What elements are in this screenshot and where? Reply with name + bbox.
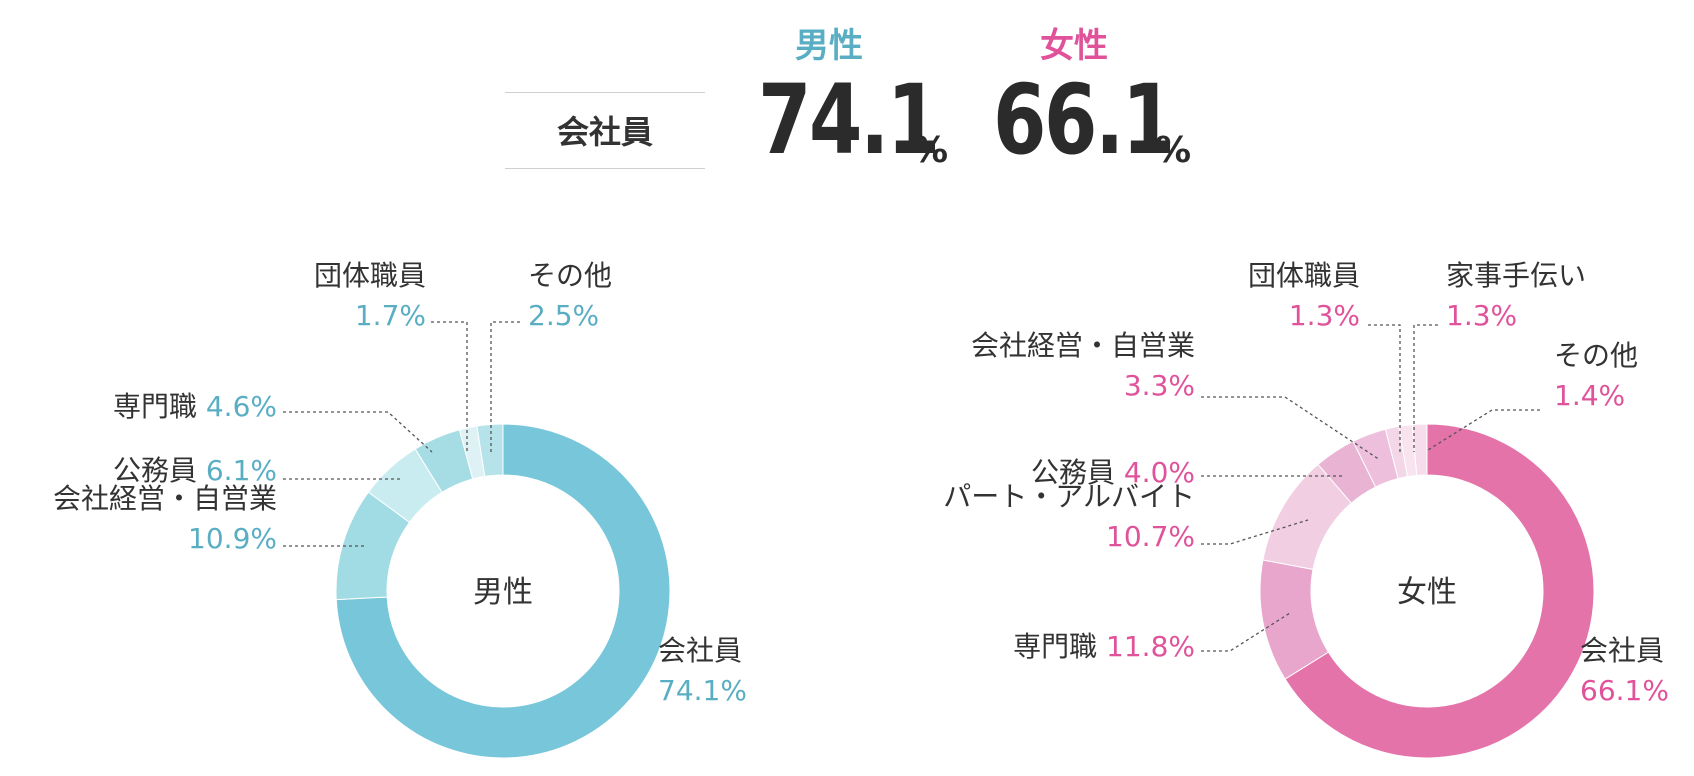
donut-1-label-name-4: 会社経営・自営業 xyxy=(971,329,1195,362)
donut-0-label-value-4: 1.7% xyxy=(355,299,426,332)
donut-1-label-value-4: 3.3% xyxy=(1124,369,1195,402)
donut-0-label-name-1: 会社経営・自営業 xyxy=(53,482,277,515)
donut-0-label-3: 専門職 4.6% xyxy=(113,390,277,423)
donut-1-leader-5 xyxy=(1368,324,1401,452)
summary-top-rule xyxy=(505,92,705,93)
donut-1-leader-4 xyxy=(1201,396,1381,461)
donut-1-label-name-5: 団体職員 xyxy=(1248,259,1360,292)
donut-0-slice-5 xyxy=(476,423,504,478)
summary-bottom-rule xyxy=(505,168,705,169)
male-big-value: 74.1 xyxy=(758,64,940,176)
donut-1-label-value-0: 66.1% xyxy=(1580,674,1669,707)
donut-1-label-1: 専門職 11.8% xyxy=(1013,630,1195,663)
summary-category-label: 会社員 xyxy=(556,113,653,151)
male-percent-sign: % xyxy=(912,130,949,171)
female-percent-sign: % xyxy=(1155,130,1192,171)
donut-1-slice-0 xyxy=(1284,423,1595,759)
donut-0-label-value-1: 10.9% xyxy=(188,522,277,555)
donut-1-label-3: 公務員 4.0% xyxy=(1031,456,1195,489)
female-big-value: 66.1 xyxy=(993,64,1175,176)
donut-0-label-value-0: 74.1% xyxy=(658,674,747,707)
donut-1-leader-7 xyxy=(1427,409,1540,451)
donut-1-label-value-6: 1.3% xyxy=(1446,299,1517,332)
donut-1-center-label: 女性 xyxy=(1397,575,1457,610)
donut-0-label-name-4: 団体職員 xyxy=(314,259,426,292)
donut-1-leader-6 xyxy=(1413,324,1438,452)
donut-1-label-value-2: 10.7% xyxy=(1106,520,1195,553)
donut-0-leader-4 xyxy=(431,321,468,452)
male-heading: 男性 xyxy=(795,26,863,66)
donut-1-label-name-7: その他 xyxy=(1554,339,1638,372)
donut-1-label-name-0: 会社員 xyxy=(1580,634,1664,667)
donut-0-label-value-5: 2.5% xyxy=(528,299,599,332)
donut-0-label-2: 公務員 6.1% xyxy=(113,454,277,487)
donut-0-center-label: 男性 xyxy=(473,575,533,610)
donut-1-label-value-5: 1.3% xyxy=(1289,299,1360,332)
donut-1-label-value-7: 1.4% xyxy=(1554,379,1625,412)
donut-1-label-name-6: 家事手伝い xyxy=(1446,259,1586,292)
donut-1-slice-7 xyxy=(1411,423,1428,476)
donut-0-slice-0 xyxy=(335,423,671,759)
donut-0-label-name-0: 会社員 xyxy=(658,634,742,667)
female-heading: 女性 xyxy=(1040,26,1108,66)
donut-1-label-name-2: パート・アルバイト xyxy=(943,480,1195,513)
donut-0-leader-5 xyxy=(490,321,520,452)
donut-0-leader-3 xyxy=(283,411,433,453)
donut-0-label-name-5: その他 xyxy=(528,259,612,292)
